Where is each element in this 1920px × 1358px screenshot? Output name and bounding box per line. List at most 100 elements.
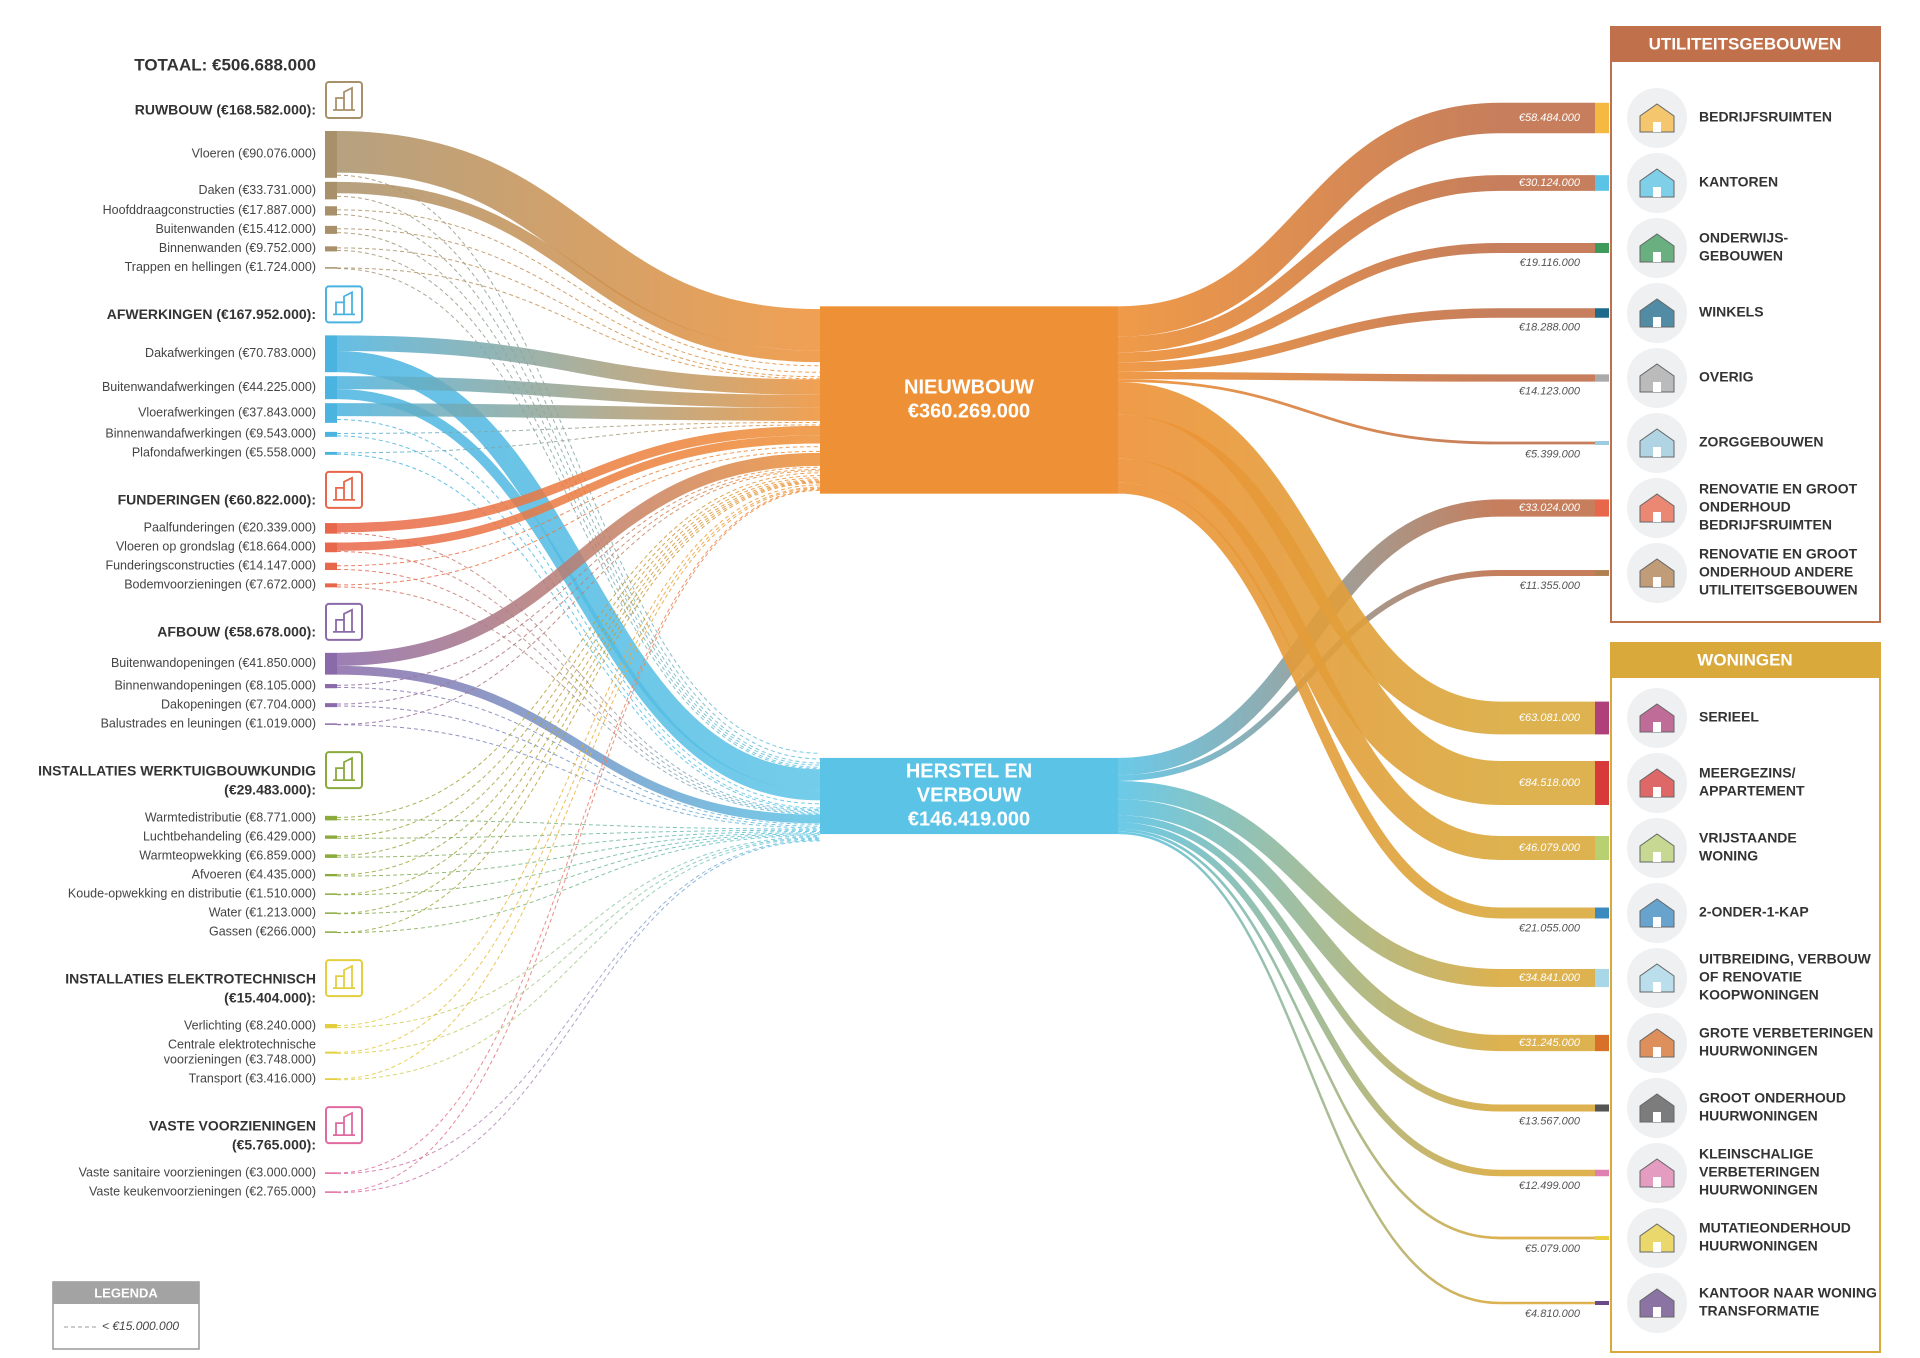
item-label: Gassen (€266.000) [209, 924, 316, 938]
target-icon-door [1653, 1242, 1661, 1252]
target-label: VRIJSTAANDE [1699, 830, 1797, 846]
group-icon-glyph [333, 964, 355, 990]
target-swatch [1595, 836, 1609, 860]
foreground: TOTAAL: €506.688.000 RUWBOUW (€168.582.00… [38, 26, 1881, 1353]
value-label: €58.484.000 [1519, 112, 1581, 124]
target-icon-door [1653, 1047, 1661, 1057]
flow [1117, 308, 1595, 372]
item-bar [325, 523, 337, 534]
target-icon-door [1653, 122, 1661, 132]
item-bar [325, 893, 337, 895]
target-icon-glyph [1639, 298, 1675, 328]
target-label: HUURWONINGEN [1699, 1182, 1818, 1198]
item-bar [325, 225, 337, 234]
group-label: RUWBOUW (€168.582.000): [135, 102, 316, 118]
target-label: HUURWONINGEN [1699, 1043, 1818, 1059]
target-icon-glyph [1639, 233, 1675, 263]
target-icon-glyph [1639, 103, 1675, 133]
item-label: Paalfunderingen (€20.339.000) [144, 521, 316, 535]
flow [336, 551, 821, 813]
item-bar [325, 1172, 337, 1174]
value-label: €33.024.000 [1519, 502, 1581, 514]
group-label: (€29.483.000): [224, 781, 316, 797]
item-bar [325, 431, 337, 437]
target-label: ONDERWIJS- [1699, 230, 1789, 246]
flow [336, 468, 821, 705]
item-bar [325, 583, 337, 588]
flow [336, 335, 821, 395]
item-bar [325, 723, 337, 725]
flow [336, 470, 821, 725]
item-bar [325, 246, 337, 252]
flow [336, 209, 821, 367]
group-title: UTILITEITSGEBOUWEN [1649, 34, 1842, 53]
total-title: TOTAAL: €506.688.000 [134, 55, 316, 74]
flow [336, 425, 821, 533]
value-label: €5.399.000 [1525, 448, 1581, 460]
flow [336, 487, 821, 1080]
flow [336, 586, 821, 815]
flow [336, 174, 821, 754]
group-label: VASTE VOORZIENINGEN [149, 1117, 316, 1133]
flow [336, 376, 821, 408]
target-swatch [1595, 1169, 1609, 1177]
target-swatch [1595, 570, 1609, 576]
item-label: Binnenwandopeningen (€8.105.000) [114, 678, 316, 692]
target-label: ZORGGEBOUWEN [1699, 434, 1823, 450]
flow [1117, 414, 1595, 805]
flow [1117, 781, 1595, 988]
value-label: €11.355.000 [1520, 580, 1581, 592]
flow [1117, 482, 1595, 919]
target-icon-door [1653, 1177, 1661, 1187]
flow [1117, 379, 1595, 445]
value-label: €12.499.000 [1519, 1180, 1581, 1192]
item-label: Verlichting (€8.240.000) [184, 1018, 316, 1032]
item-label: Binnenwandafwerkingen (€9.543.000) [105, 427, 316, 441]
flow [336, 424, 821, 454]
target-icon-glyph [1639, 1158, 1675, 1188]
group-icon-glyph [333, 476, 355, 501]
flow [1117, 815, 1595, 1112]
target-label: OF RENOVATIE [1699, 969, 1802, 985]
node-label: NIEUWBOUW [904, 376, 1034, 398]
target-label: KOOPWONINGEN [1699, 987, 1819, 1003]
group-label: AFBOUW (€58.678.000): [157, 624, 316, 640]
target-icon-door [1653, 577, 1661, 587]
item-label: Vloeren (€90.076.000) [192, 147, 316, 161]
target-swatch [1595, 441, 1609, 445]
item-bar [325, 403, 337, 423]
item-bar [325, 181, 337, 200]
target-label: ONDERHOUD ANDERE [1699, 564, 1853, 580]
flow [336, 181, 821, 363]
flow [336, 435, 821, 551]
item-label: Vaste keukenvoorzieningen (€2.765.000) [89, 1184, 316, 1198]
item-label: Balustrades en leuningen (€1.019.000) [101, 716, 316, 730]
legend-title: LEGENDA [94, 1285, 158, 1300]
flow [336, 479, 821, 876]
target-icon-glyph [1639, 428, 1675, 458]
target-label: GEBOUWEN [1699, 248, 1783, 264]
group-icon-glyph [333, 608, 355, 633]
target-icon-door [1653, 382, 1661, 392]
flow [1117, 831, 1595, 1305]
group-label: INSTALLATIES WERKTUIGBOUWKUNDIG [38, 762, 316, 778]
target-label: WONING [1699, 848, 1758, 864]
target-icon-door [1653, 512, 1661, 522]
flow [336, 839, 821, 1175]
flow [1117, 382, 1595, 735]
target-icon-door [1653, 982, 1661, 992]
node-label: VERBOUW [917, 784, 1022, 806]
value-label: €14.123.000 [1519, 386, 1581, 398]
flows [336, 102, 1595, 1305]
item-bar [325, 1078, 337, 1081]
flow [1117, 371, 1595, 382]
value-label: €84.518.000 [1519, 777, 1581, 789]
flow [336, 435, 821, 809]
target-label: BEDRIJFSRUIMTEN [1699, 109, 1832, 125]
target-swatch [1595, 1236, 1609, 1240]
item-label: Warmtedistributie (€8.771.000) [145, 810, 316, 824]
item-bar [325, 1023, 337, 1029]
target-label: OVERIG [1699, 369, 1754, 385]
target-icon-glyph [1639, 1288, 1675, 1318]
flow [336, 829, 821, 839]
